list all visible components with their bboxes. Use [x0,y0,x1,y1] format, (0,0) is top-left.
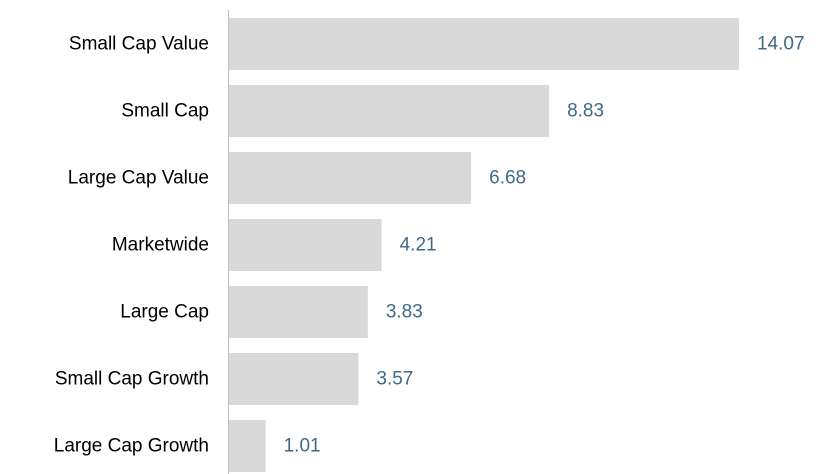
value-label-small-cap-growth: 3.57 [376,369,413,390]
category-label-marketwide: Marketwide [112,235,209,256]
labels-group: Small Cap Value 14.07 Small Cap 8.83 Large C… [54,34,805,457]
bar-small-cap-value [229,18,739,70]
value-label-marketwide: 4.21 [400,235,437,256]
category-label-small-cap: Small Cap [121,101,209,122]
bar-large-cap [229,286,368,338]
bar-small-cap [229,85,550,137]
value-label-large-cap-value: 6.68 [489,168,526,189]
value-label-small-cap-value: 14.07 [757,34,805,55]
category-label-large-cap: Large Cap [120,302,209,323]
category-label-large-cap-growth: Large Cap Growth [54,436,209,457]
value-label-large-cap: 3.83 [386,302,423,323]
value-label-small-cap: 8.83 [567,101,604,122]
bar-large-cap-growth [229,420,266,472]
category-label-small-cap-growth: Small Cap Growth [55,369,209,390]
category-label-large-cap-value: Large Cap Value [68,168,209,189]
category-label-small-cap-value: Small Cap Value [69,34,209,55]
bar-marketwide [229,219,382,271]
bar-small-cap-growth [229,353,359,405]
value-label-large-cap-growth: 1.01 [284,436,321,457]
bar-large-cap-value [229,152,472,204]
bars-group [229,18,739,472]
